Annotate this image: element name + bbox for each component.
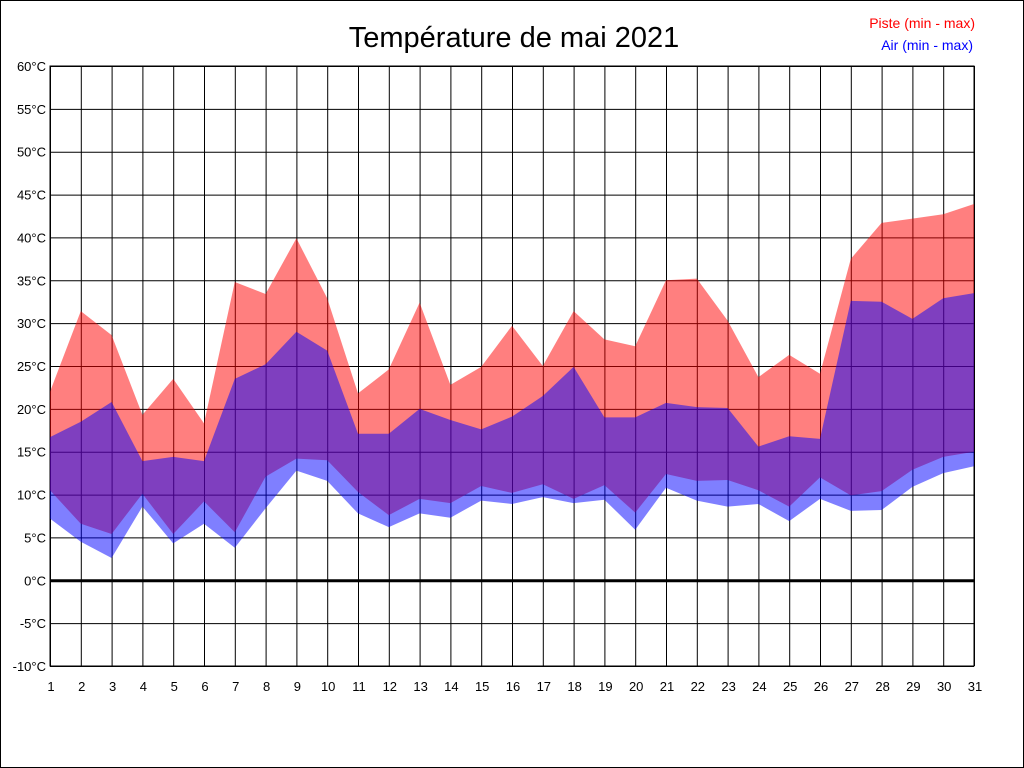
y-tick-label: 40°C [17,230,46,245]
x-tick-label: 7 [232,679,239,694]
y-tick-label: 15°C [17,445,46,460]
y-tick-label: 45°C [17,188,46,203]
x-tick-label: 8 [263,679,270,694]
x-tick-label: 6 [201,679,208,694]
x-tick-label: 11 [352,679,366,694]
x-tick-label: 10 [321,679,335,694]
x-axis-ticks: 1 2 3 4 5 6 7 8 9 10 11 12 13 14 15 16 17 18 19 20 21 22 23 24 2… [47,679,982,694]
legend-piste: Piste (min - max) [869,15,975,31]
grid [49,65,975,667]
y-tick-label: 25°C [17,359,46,374]
y-tick-label: 0°C [24,573,46,588]
chart-title: Température de mai 2021 [349,22,679,54]
series-areas [50,204,974,558]
y-tick-label: -10°C [13,659,46,674]
x-tick-label: 15 [475,679,489,694]
y-tick-label: 5°C [24,530,46,545]
x-tick-label: 21 [660,679,674,694]
x-tick-label: 9 [294,679,301,694]
legend-air: Air (min - max) [881,37,973,53]
x-tick-label: 25 [783,679,797,694]
x-tick-label: 31 [968,679,982,694]
x-tick-label: 17 [537,679,551,694]
x-tick-label: 23 [721,679,735,694]
y-tick-label: 30°C [17,316,46,331]
x-tick-label: 13 [413,679,427,694]
x-tick-label: 19 [598,679,612,694]
x-tick-label: 20 [629,679,643,694]
x-tick-label: 5 [171,679,178,694]
x-tick-label: 2 [78,679,85,694]
air-range-area [50,293,974,558]
x-tick-label: 4 [140,679,147,694]
x-tick-label: 26 [814,679,828,694]
x-tick-label: 14 [444,679,458,694]
y-tick-label: 35°C [17,273,46,288]
x-tick-label: 1 [47,679,54,694]
y-axis-ticks: 60°C 55°C 50°C 45°C 40°C 35°C 30°C 25°C 20°C 15°C… [13,59,46,674]
x-tick-label: 3 [109,679,116,694]
y-tick-label: 10°C [17,488,46,503]
x-tick-label: 18 [567,679,581,694]
x-tick-label: 28 [875,679,889,694]
x-tick-label: 29 [906,679,920,694]
x-tick-label: 24 [752,679,766,694]
y-tick-label: 60°C [17,59,46,74]
y-tick-label: 50°C [17,145,46,160]
y-tick-label: -5°C [20,616,46,631]
y-tick-label: 55°C [17,102,46,117]
x-tick-label: 27 [845,679,859,694]
y-tick-label: 20°C [17,402,46,417]
x-tick-label: 12 [383,679,397,694]
x-tick-label: 30 [937,679,951,694]
x-tick-label: 16 [506,679,520,694]
x-tick-label: 22 [691,679,705,694]
